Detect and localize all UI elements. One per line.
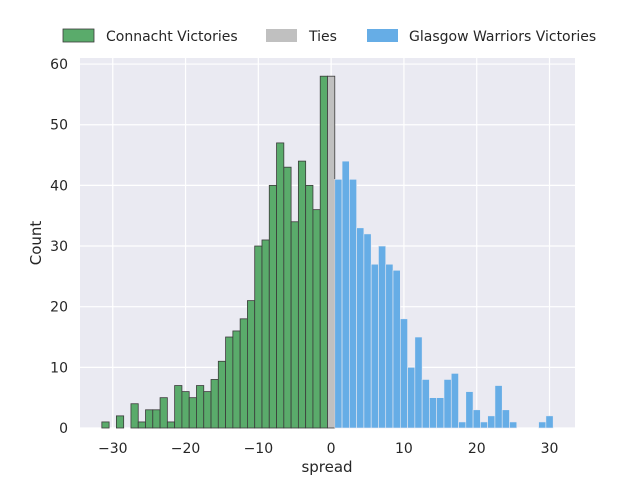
bar-connacht-victories — [217, 360, 226, 429]
bar-connacht-victories — [305, 184, 314, 429]
bar-connacht-victories — [312, 209, 321, 429]
bar-connacht-victories — [268, 184, 277, 429]
bar-connacht-victories — [225, 336, 234, 429]
legend-label-connacht: Connacht Victories — [106, 29, 238, 45]
legend-label-glasgow: Glasgow Warriors Victories — [409, 29, 596, 45]
bar-connacht-victories — [137, 421, 146, 429]
bar-connacht-victories — [232, 330, 241, 429]
x-axis-ticks: −30 −20 −10 0 10 20 30 — [98, 441, 558, 457]
bar-glasgow-warriors-victories — [487, 415, 496, 429]
bar-glasgow-warriors-victories — [363, 233, 372, 429]
bar-ties — [327, 75, 336, 429]
y-axis-ticks: 0 10 20 30 40 50 60 — [50, 57, 68, 437]
bar-connacht-victories — [181, 391, 190, 429]
bar-glasgow-warriors-victories — [349, 179, 357, 429]
bar-connacht-victories — [261, 239, 270, 429]
bar-connacht-victories — [166, 421, 176, 429]
legend: Connacht Victories Ties Glasgow Warriors… — [62, 28, 596, 45]
y-tick-label: 20 — [50, 300, 68, 316]
bar-connacht-victories — [319, 75, 328, 429]
bar-connacht-victories — [188, 397, 197, 429]
bar-connacht-victories — [196, 385, 205, 429]
bar-glasgow-warriors-victories — [392, 269, 401, 429]
bars — [101, 75, 554, 429]
bar-connacht-victories — [210, 379, 219, 429]
x-axis-label: spread — [301, 458, 352, 476]
bar-glasgow-warriors-victories — [334, 179, 343, 429]
y-tick-label: 10 — [50, 360, 68, 376]
bar-connacht-victories — [283, 166, 292, 429]
bar-connacht-victories — [152, 409, 161, 429]
bar-connacht-victories — [101, 421, 110, 429]
bar-glasgow-warriors-victories — [450, 373, 459, 429]
bar-glasgow-warriors-victories — [407, 367, 416, 429]
bar-glasgow-warriors-victories — [421, 379, 430, 429]
legend-label-ties: Ties — [308, 29, 337, 45]
bar-glasgow-warriors-victories — [480, 421, 488, 429]
y-tick-label: 60 — [50, 57, 68, 73]
bar-connacht-victories — [130, 403, 139, 429]
bar-connacht-victories — [239, 318, 248, 429]
bar-glasgow-warriors-victories — [458, 421, 467, 429]
legend-swatch-ties — [266, 29, 297, 42]
bar-glasgow-warriors-victories — [538, 421, 547, 429]
bar-connacht-victories — [174, 385, 183, 429]
bar-glasgow-warriors-victories — [370, 263, 379, 429]
bar-glasgow-warriors-victories — [509, 421, 518, 429]
y-axis-label: Count — [27, 221, 45, 266]
x-tick-label: −20 — [171, 441, 201, 457]
bar-glasgow-warriors-victories — [443, 379, 452, 429]
legend-swatch-connacht — [62, 28, 95, 43]
bar-glasgow-warriors-victories — [465, 391, 474, 429]
bar-glasgow-warriors-victories — [501, 409, 510, 429]
bar-glasgow-warriors-victories — [341, 160, 350, 429]
bar-connacht-victories — [276, 142, 285, 429]
x-tick-label: 20 — [468, 441, 486, 457]
bar-glasgow-warriors-victories — [494, 385, 503, 429]
bar-connacht-victories — [115, 415, 125, 429]
bar-glasgow-warriors-victories — [436, 397, 445, 429]
bar-glasgow-warriors-victories — [399, 318, 408, 429]
bar-connacht-victories — [203, 391, 212, 429]
bar-connacht-victories — [297, 160, 307, 429]
y-tick-label: 50 — [50, 118, 68, 134]
bar-glasgow-warriors-victories — [356, 227, 365, 429]
y-tick-label: 30 — [50, 239, 68, 255]
y-tick-label: 0 — [59, 421, 68, 437]
x-tick-label: −30 — [98, 441, 128, 457]
bar-connacht-victories — [247, 300, 256, 429]
y-tick-label: 40 — [50, 178, 68, 194]
bar-glasgow-warriors-victories — [429, 397, 437, 429]
bar-connacht-victories — [145, 409, 154, 429]
bar-connacht-victories — [159, 397, 168, 429]
legend-swatch-glasgow — [367, 29, 398, 42]
bar-glasgow-warriors-victories — [385, 263, 394, 429]
x-tick-label: 10 — [395, 441, 413, 457]
bar-glasgow-warriors-victories — [472, 409, 481, 429]
bar-glasgow-warriors-victories — [378, 245, 387, 429]
bar-connacht-victories — [290, 221, 299, 429]
bar-connacht-victories — [254, 245, 263, 429]
x-tick-label: −10 — [244, 441, 274, 457]
x-tick-label: 30 — [541, 441, 559, 457]
x-tick-label: 0 — [327, 441, 336, 457]
bar-glasgow-warriors-victories — [414, 336, 423, 429]
bar-glasgow-warriors-victories — [545, 415, 554, 429]
